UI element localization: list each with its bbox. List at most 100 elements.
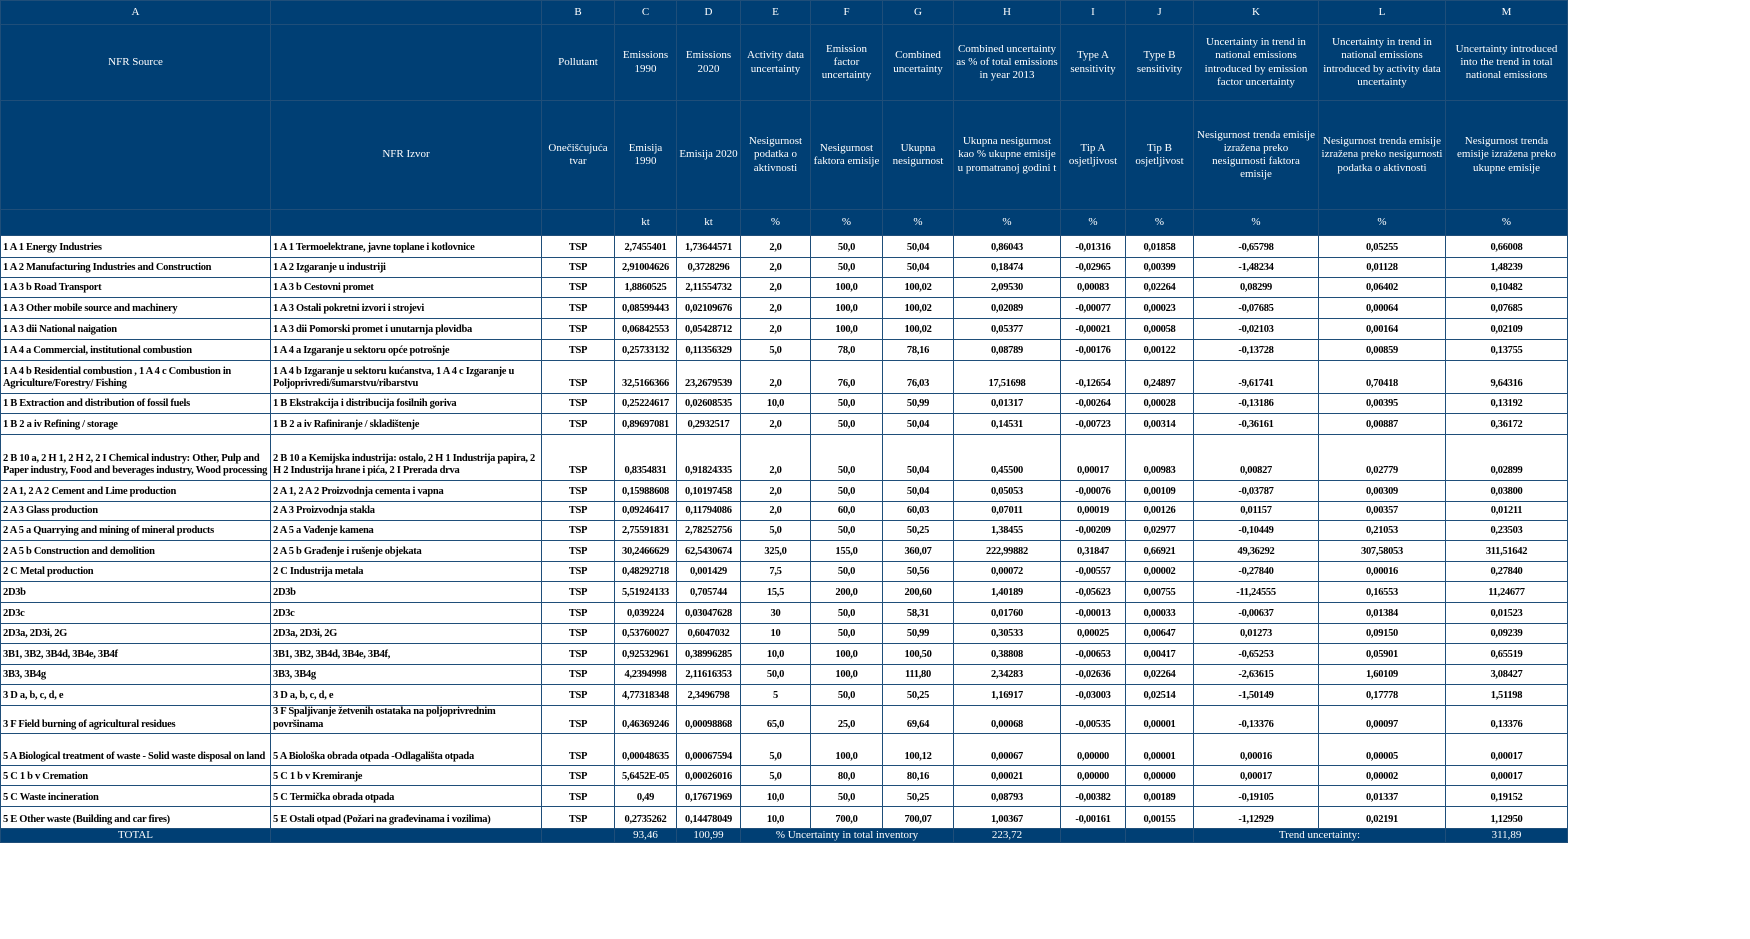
value-cell: 2,0 [740, 235, 811, 258]
value-cell: 200,0 [810, 581, 883, 603]
value-cell: 0,01211 [1445, 501, 1568, 521]
value-cell: 0,01858 [1125, 235, 1194, 258]
value-cell: 62,5430674 [676, 540, 741, 562]
value-cell: 0,09246417 [614, 501, 677, 521]
value-cell: 50,0 [740, 664, 811, 685]
value-cell: 0,2735262 [614, 806, 677, 830]
value-cell: 0,65519 [1445, 643, 1568, 665]
value-cell: 0,00001 [1125, 704, 1194, 735]
value-cell: 50,0 [810, 785, 883, 808]
value-cell: 0,01157 [1193, 501, 1319, 521]
value-cell: 0,01317 [953, 393, 1061, 414]
value-cell: TSP [541, 602, 615, 624]
value-cell: 0,66008 [1445, 235, 1568, 258]
table-row: 3B3, 3B4g 3B3, 3B4g TSP 4,2394998 2,11616353… [0, 664, 1568, 685]
inventory-uncertainty-label: % Uncertainty in total inventory [740, 828, 954, 844]
value-cell: 0,00016 [1193, 733, 1319, 767]
nfr-izvor-cell: 1 A 3 b Cestovni promet [270, 277, 542, 298]
value-cell: 0,16553 [1318, 581, 1446, 603]
value-cell: 0,13755 [1445, 339, 1568, 361]
table-row: 1 A 3 b Road Transport 1 A 3 b Cestovni p… [0, 277, 1568, 298]
value-cell: 2,0 [740, 360, 811, 394]
value-cell: 0,05901 [1318, 643, 1446, 665]
value-cell: 0,2932517 [676, 413, 741, 435]
header-english-cell: Uncertainty in trend in national emissio… [1193, 24, 1319, 101]
value-cell: 17,51698 [953, 360, 1061, 394]
header-croatian-cell: Nesigurnost faktora emisije [810, 100, 883, 210]
value-cell: 0,00314 [1125, 413, 1194, 435]
header-croatian-cell: Ukupna nesigurnost kao % ukupne emisije … [953, 100, 1061, 210]
value-cell: TSP [541, 413, 615, 435]
value-cell: 58,31 [882, 602, 954, 624]
value-cell: 0,38808 [953, 643, 1061, 665]
nfr-source-cell: 3B3, 3B4g [0, 664, 271, 685]
value-cell: 700,0 [810, 806, 883, 830]
value-cell: 4,2394998 [614, 664, 677, 685]
value-cell: 0,00028 [1125, 393, 1194, 414]
value-cell: TSP [541, 704, 615, 735]
value-cell: 2,0 [740, 297, 811, 319]
value-cell: 0,3728296 [676, 257, 741, 278]
value-cell: 0,18474 [953, 257, 1061, 278]
value-cell: 49,36292 [1193, 540, 1319, 562]
value-cell: 0,01337 [1318, 785, 1446, 808]
units-cell: % [1445, 209, 1568, 236]
header-english-cell: Combined uncertainty [882, 24, 954, 101]
value-cell: -0,00637 [1193, 602, 1319, 624]
column-letter-cell: F [810, 0, 883, 25]
value-cell: 50,0 [810, 434, 883, 481]
value-cell: 65,0 [740, 704, 811, 735]
value-cell: 50,04 [882, 257, 954, 278]
nfr-source-cell: 5 C Waste incineration [0, 785, 271, 808]
value-cell: -0,19105 [1193, 785, 1319, 808]
value-cell: 0,02191 [1318, 806, 1446, 830]
value-cell: 100,0 [810, 297, 883, 319]
nfr-source-cell: 2 B 10 a, 2 H 1, 2 H 2, 2 I Chemical ind… [0, 434, 271, 481]
value-cell: 60,03 [882, 501, 954, 521]
value-cell: 0,46369246 [614, 704, 677, 735]
column-letter-cell [270, 0, 542, 25]
value-cell: 23,2679539 [676, 360, 741, 394]
value-cell: 307,58053 [1318, 540, 1446, 562]
column-letter-cell: G [882, 0, 954, 25]
value-cell: 0,02109676 [676, 297, 741, 319]
value-cell: 0,00017 [1445, 733, 1568, 767]
value-cell: -0,03787 [1193, 480, 1319, 502]
value-cell: 50,04 [882, 434, 954, 481]
nfr-source-cell: 2 A 5 a Quarrying and mining of mineral … [0, 520, 271, 541]
value-cell: 2,91004626 [614, 257, 677, 278]
uncertainty-table: A B C D E F G H I J K L M NFR Source Pollutant Emission… [0, 0, 1568, 844]
value-cell: 1,73644571 [676, 235, 741, 258]
total-label: TOTAL [0, 828, 271, 844]
value-cell: -0,00021 [1060, 318, 1126, 340]
value-cell: 0,01128 [1318, 257, 1446, 278]
header-english-cell: Uncertainty introduced into the trend in… [1445, 24, 1568, 101]
inventory-uncertainty-value: 223,72 [953, 828, 1061, 844]
nfr-source-cell: 2D3b [0, 581, 271, 603]
value-cell: -0,03003 [1060, 684, 1126, 706]
header-english-cell: Combined uncertainty as % of total emiss… [953, 24, 1061, 101]
table-row: 5 A Biological treatment of waste - Soli… [0, 733, 1568, 767]
value-cell: 360,07 [882, 540, 954, 562]
value-cell: 0,02109 [1445, 318, 1568, 340]
value-cell: 5,0 [740, 733, 811, 767]
value-cell: 0,00309 [1318, 480, 1446, 502]
value-cell: 0,86043 [953, 235, 1061, 258]
value-cell: 0,89697081 [614, 413, 677, 435]
value-cell: TSP [541, 257, 615, 278]
column-letter-cell: B [541, 0, 615, 25]
value-cell: 0,00395 [1318, 393, 1446, 414]
units-cell: % [1193, 209, 1319, 236]
value-cell: 10,0 [740, 806, 811, 830]
value-cell: 1,60109 [1318, 664, 1446, 685]
value-cell: 5 [740, 684, 811, 706]
value-cell: 50,04 [882, 413, 954, 435]
nfr-izvor-cell: 1 A 2 Izgaranje u industriji [270, 257, 542, 278]
total-blank [1060, 828, 1126, 844]
nfr-izvor-cell: 2 A 5 a Vađenje kamena [270, 520, 542, 541]
value-cell: 0,49 [614, 785, 677, 808]
value-cell: 50,0 [810, 257, 883, 278]
value-cell: 0,91824335 [676, 434, 741, 481]
value-cell: 0,25224617 [614, 393, 677, 414]
nfr-source-cell: 1 A 3 Other mobile source and machinery [0, 297, 271, 319]
